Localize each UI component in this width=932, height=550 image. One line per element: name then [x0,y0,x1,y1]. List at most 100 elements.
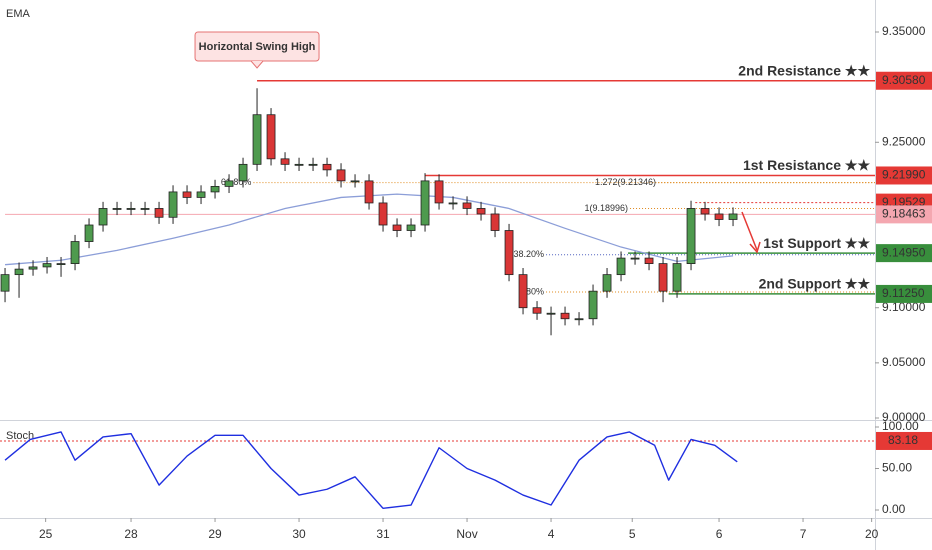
level-label: 2nd Resistance ★★ [738,62,870,78]
y-tick-label: 9.05000 [882,355,926,369]
candle-body [686,208,696,264]
level-value-label: 9.19529 [882,195,926,209]
candle-body [518,274,528,309]
candle-body [630,257,640,260]
candle-body [56,263,66,266]
candle-body [504,230,514,276]
candle-body [126,208,136,210]
candle-body [448,202,458,205]
candle-body [672,263,682,292]
candle-body [308,163,318,166]
callout-text: Horizontal Swing High [199,41,316,53]
candle-body [406,224,416,231]
y-tick-label: 9.25000 [882,134,926,148]
stoch-tick-label: 50.00 [882,461,912,475]
level-value-label: 9.30580 [882,73,926,87]
candle-body [476,208,486,215]
stoch-tick-label: 100.00 [882,419,919,433]
level-value-label: 9.11250 [882,286,925,300]
stoch-line [4,431,738,510]
candle-body [112,208,122,210]
stoch-level-box [876,431,932,450]
candle-body [364,180,374,204]
candle-body [280,158,290,165]
candle-body [532,307,542,314]
candle-body [658,263,668,292]
candle-body [462,202,472,209]
candle-body [168,191,178,218]
candle-body [252,114,262,165]
candle-body [14,268,24,276]
level-value-box [876,166,932,185]
candle-body [336,169,346,182]
candle-body [322,163,332,171]
candle-body [714,213,724,220]
arrow-head [749,241,761,254]
x-tick-label: 6 [716,527,723,541]
candle-body [28,266,38,270]
x-tick-label: 30 [292,527,306,541]
indicator-label: EMA [6,8,31,20]
x-tick-label: 20 [865,527,879,541]
candle-body [84,224,94,242]
level-value-label: 9.14950 [882,245,926,259]
candle-body [294,163,304,166]
level-value-box [876,71,932,90]
x-tick-label: 7 [800,527,807,541]
arrow-shaft [741,211,758,251]
candle-body [378,202,388,226]
y-tick-label: 9.35000 [882,24,926,38]
fib-label: 1(9.18996) [584,203,628,213]
candle-body [574,318,584,321]
x-tick-label: Nov [456,527,477,541]
x-tick-label: 4 [548,527,555,541]
y-tick-label: 9.00000 [882,410,926,424]
y-tick-label: 9.10000 [882,300,926,314]
candle-body [560,312,570,320]
candle-body [70,241,80,265]
candle-body [98,208,108,226]
candle-body [434,180,444,204]
level-label: 2nd Support ★★ [759,276,871,292]
candle-body [42,263,52,268]
candle-body [224,180,234,187]
stoch-level-label: 83.18 [888,433,918,447]
fib-label: 1.272(9.21346) [595,177,656,187]
level-value-box [876,205,932,224]
level-value-box [876,244,932,263]
candle-body [266,114,276,160]
candle-body [644,257,654,265]
candle-body [616,257,626,276]
x-tick-label: 25 [39,527,53,541]
x-tick-label: 5 [629,527,636,541]
candle-body [546,312,556,315]
candle-body [238,163,248,182]
candle-body [0,274,10,292]
candle-body [602,274,612,292]
level-value-label: 9.21990 [882,168,926,182]
candle-body [350,180,360,183]
candle-body [196,191,206,198]
fib-label: 38.20% [514,249,545,259]
level-value-box [876,284,932,303]
candle-body [140,208,150,210]
x-tick-label: 31 [376,527,390,541]
x-tick-label: 29 [208,527,222,541]
fib-label: 61.80% [221,177,252,187]
fib-label: .80% [524,286,545,296]
candle-body [154,208,164,218]
candle-body [210,185,220,193]
x-tick-label: 28 [124,527,138,541]
candle-body [420,180,430,226]
candle-body [700,208,710,215]
callout-pointer [250,60,264,69]
stoch-label: Stoch [6,430,34,442]
candle-body [588,290,598,320]
candle-body [490,213,500,231]
candle-body [728,213,738,220]
candle-body [182,191,192,198]
level-value-label: 9.18463 [882,207,926,221]
level-label: 1st Resistance ★★ [743,157,870,173]
